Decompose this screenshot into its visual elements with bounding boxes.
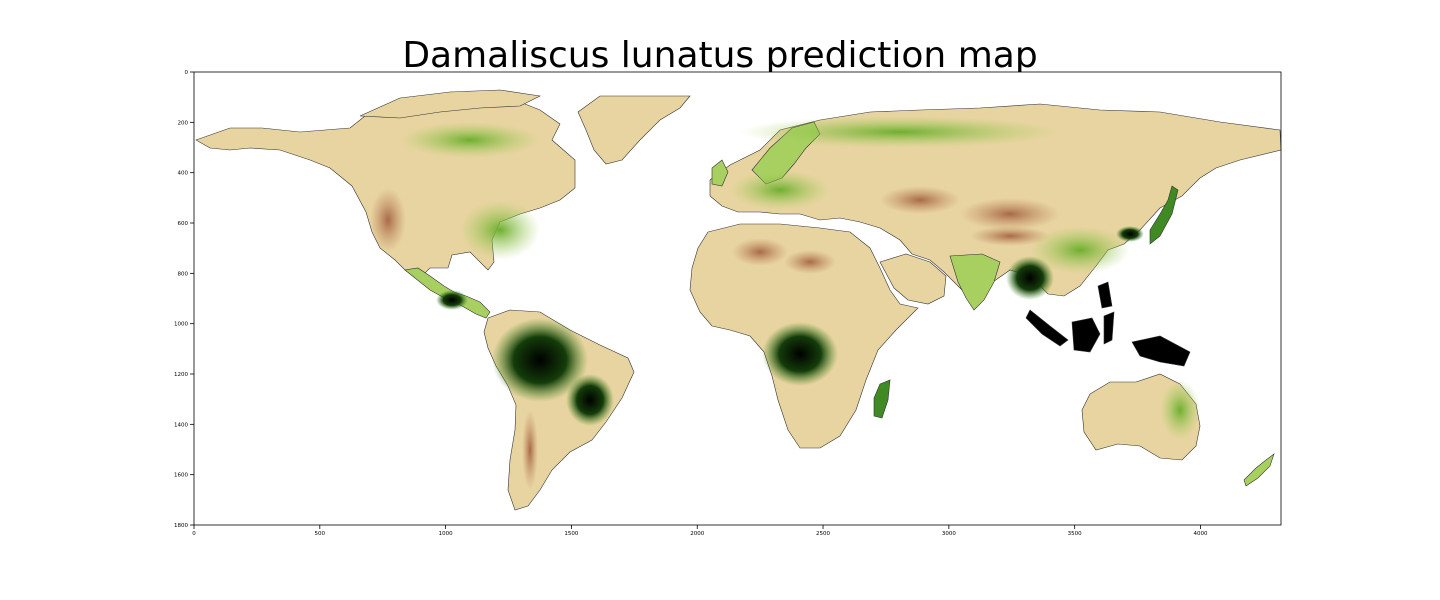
x-tick-label: 2000 [690,531,704,537]
land-japan [1149,185,1179,245]
x-tick-label: 4000 [1193,531,1207,537]
congo-dark [762,322,838,386]
land-madagascar [873,379,891,419]
land-arabia [879,253,947,305]
arid-tibet [970,226,1050,246]
australia-green [1160,380,1200,440]
x-tick-label: 1500 [564,531,578,537]
x-axis: 0 500 1000 1500 2000 2500 3000 3500 4000 [192,525,1208,537]
east-us-green [460,200,540,260]
y-tick-label: 1800 [174,523,188,529]
arid-sahara-1 [732,238,788,266]
arid-andes [522,410,538,490]
amazon-dark [492,318,588,402]
y-tick-label: 1000 [174,322,188,328]
boreal-green-eu [740,116,1060,148]
arid-us-west [370,188,406,252]
map-title: Damaliscus lunatus prediction map [402,35,1038,76]
y-tick-label: 0 [185,70,189,76]
y-tick-label: 1200 [174,372,188,378]
prediction-overlays [370,116,1200,490]
land-greenland [577,95,691,165]
brazil-dark [566,374,614,426]
land-india [949,253,1001,311]
land-arctic-islands [359,89,541,119]
x-tick-label: 0 [192,531,196,537]
y-tick-label: 800 [178,271,189,277]
land-new-zealand [1243,453,1275,487]
y-tick-label: 600 [178,221,189,227]
y-tick-label: 1600 [174,473,188,479]
europe-green [730,170,830,210]
japan-dark [1116,226,1144,242]
arid-central-asia-1 [880,186,960,214]
y-tick-label: 200 [178,120,189,126]
boreal-green-na [400,122,540,158]
x-tick-label: 1000 [439,531,453,537]
land-borneo [1071,317,1101,353]
land-sulawesi [1103,311,1115,345]
x-tick-label: 3000 [942,531,956,537]
y-axis: 0 200 400 600 800 1000 1200 1400 1600 1800 [174,70,194,529]
arid-central-asia-2 [960,198,1060,230]
x-tick-label: 500 [315,531,326,537]
y-tick-label: 400 [178,171,189,177]
arid-sahara-2 [784,250,836,274]
y-tick-label: 1400 [174,422,188,428]
plot-frame [193,71,1282,526]
central-america-dark [436,290,468,310]
land-new-guinea [1131,335,1191,367]
land-indonesia-west [1025,309,1069,347]
x-tick-label: 3500 [1068,531,1082,537]
se-asia-dark [1006,256,1054,300]
land-british-isles [711,159,729,187]
x-tick-label: 2500 [816,531,830,537]
china-green [1030,226,1130,274]
land-philippines [1097,281,1113,309]
